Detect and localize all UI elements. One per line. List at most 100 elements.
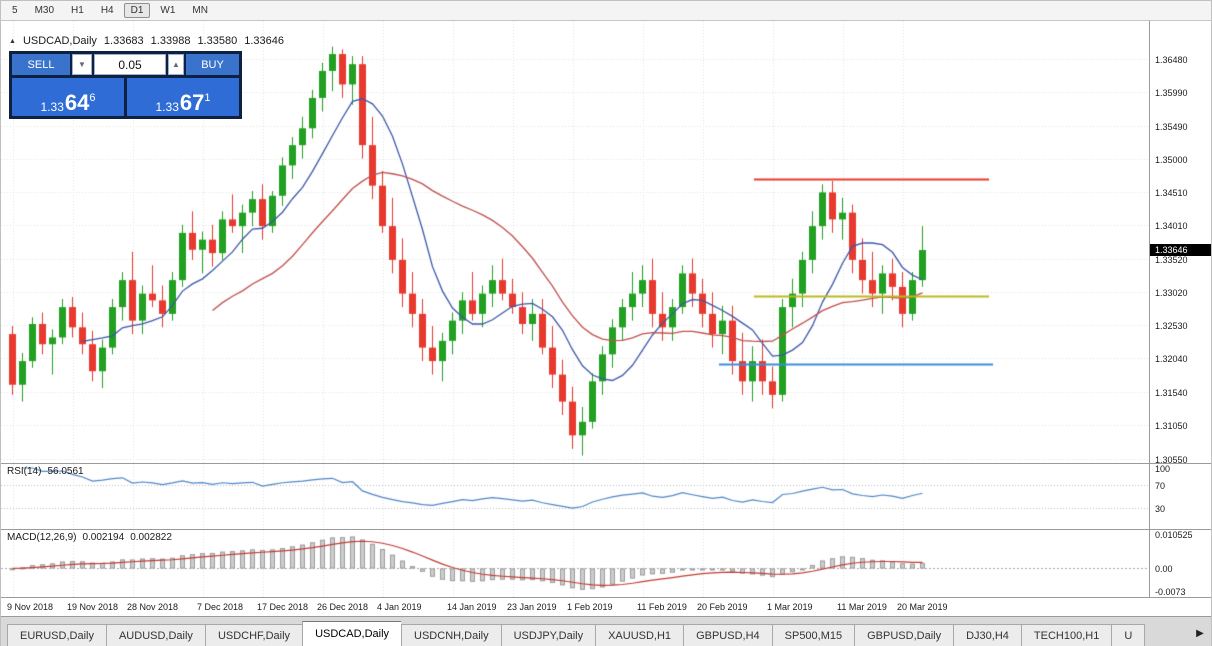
tab-usdcad-daily[interactable]: USDCAD,Daily	[302, 621, 402, 646]
macd-panel: MACD(12,26,9) 0.002194 0.002822 0.010525…	[1, 530, 1211, 598]
date-axis: 9 Nov 2018 19 Nov 2018 28 Nov 2018 7 Dec 20…	[1, 598, 1211, 617]
symbol-tabs: EURUSD,Daily AUDUSD,Daily USDCHF,Daily USDC…	[1, 617, 1189, 646]
price-axis-label: 1.31050	[1155, 421, 1188, 432]
ask-figure: 1.33	[155, 100, 179, 114]
volume-dropdown-button[interactable]: ▼	[72, 54, 92, 75]
one-click-trade-panel: SELL ▼ 0.05 ▲ BUY 1.33 64 6 1.33 67 1	[9, 51, 242, 119]
price-axis-label: 1.33520	[1155, 254, 1188, 265]
date-axis-label: 26 Dec 2018	[317, 602, 369, 612]
ask-pips: 67	[179, 90, 205, 116]
macd-axis-label: 0.010525	[1155, 530, 1193, 540]
date-axis-label: 17 Dec 2018	[257, 602, 309, 612]
ohlc-open: 1.33683	[103, 35, 144, 47]
rsi-axis-label: 100	[1155, 464, 1171, 474]
bid-figure: 1.33	[40, 100, 64, 114]
date-axis-label: 11 Feb 2019	[637, 602, 687, 612]
bid-pips: 64	[64, 90, 90, 116]
tab-audusd-daily[interactable]: AUDUSD,Daily	[105, 624, 205, 646]
volume-increase-button[interactable]: ▲	[168, 54, 184, 75]
bid-price-button[interactable]: 1.33 64 6	[12, 78, 124, 116]
main-chart-region: ▲ USDCAD,Daily 1.33683 1.33988 1.33580 1…	[1, 21, 1211, 465]
price-axis-label: 1.35000	[1155, 154, 1188, 165]
price-axis-label: 1.31540	[1155, 388, 1188, 399]
rsi-axis-label: 70	[1155, 481, 1166, 492]
tab-dj30-h4[interactable]: DJ30,H4	[953, 624, 1021, 646]
date-axis-label: 28 Nov 2018	[127, 602, 179, 612]
buy-button[interactable]: BUY	[186, 54, 239, 75]
date-axis-label: 14 Jan 2019	[447, 602, 497, 612]
date-axis-label: 23 Jan 2019	[507, 602, 557, 612]
current-price-tag: 1.33646	[1150, 244, 1211, 257]
tab-tech100-h1[interactable]: TECH100,H1	[1020, 624, 1112, 646]
rsi-value: 56.0561	[47, 466, 84, 477]
tab-usdcnh-daily[interactable]: USDCNH,Daily	[401, 624, 501, 646]
timeframe-button-5[interactable]: 5	[12, 5, 18, 16]
macd-name: MACD(12,26,9)	[7, 532, 77, 543]
price-axis-label: 1.30550	[1155, 454, 1188, 465]
arrow-right-icon: ▶	[1196, 627, 1204, 639]
date-axis-label: 11 Mar 2019	[837, 602, 887, 612]
tab-u[interactable]: U	[1111, 624, 1146, 646]
timeframe-button-mn[interactable]: MN	[192, 5, 208, 16]
date-axis-label: 20 Feb 2019	[697, 602, 748, 612]
tab-sp500-m15[interactable]: SP500,M15	[771, 624, 855, 646]
timeframe-button-h4[interactable]: H4	[100, 5, 114, 16]
macd-axis-label: 0.00	[1155, 564, 1173, 575]
price-axis-label: 1.36480	[1155, 54, 1188, 65]
ohlc-high: 1.33988	[150, 35, 191, 47]
rsi-name: RSI(14)	[7, 466, 42, 477]
rsi-label: RSI(14) 56.0561	[7, 466, 84, 477]
macd-label: MACD(12,26,9) 0.002194 0.002822	[7, 532, 172, 543]
price-axis-label: 1.35990	[1155, 87, 1188, 98]
macd-value-main: 0.002194	[82, 532, 125, 543]
rsi-panel: RSI(14) 56.0561 100 70 30	[1, 464, 1211, 530]
timeframe-button-h1[interactable]: H1	[71, 5, 84, 16]
macd-axis: 0.010525 0.00 -0.0073	[1149, 530, 1211, 597]
symbol-tab-bar: EURUSD,Daily AUDUSD,Daily USDCHF,Daily USDC…	[1, 617, 1211, 646]
macd-axis-label: -0.0073	[1155, 587, 1186, 597]
macd-value-signal: 0.002822	[130, 532, 172, 543]
tab-xauusd-h1[interactable]: XAUUSD,H1	[595, 624, 684, 646]
bid-point: 6	[89, 92, 96, 104]
date-axis-label: 20 Mar 2019	[897, 602, 948, 612]
ask-point: 1	[204, 92, 211, 104]
macd-canvas[interactable]	[1, 530, 1151, 597]
price-axis-label: 1.33020	[1155, 288, 1188, 299]
ask-price-button[interactable]: 1.33 67 1	[127, 78, 239, 116]
rsi-axis: 100 70 30	[1149, 464, 1211, 529]
price-axis-label: 1.32530	[1155, 321, 1188, 332]
timeframe-button-d1[interactable]: D1	[123, 3, 151, 18]
chart-symbol-label: USDCAD,Daily	[22, 35, 97, 47]
ohlc-low: 1.33580	[197, 35, 238, 47]
date-axis-label: 7 Dec 2018	[197, 602, 244, 612]
date-axis-label: 1 Mar 2019	[767, 602, 813, 612]
sell-button[interactable]: SELL	[12, 54, 70, 75]
price-axis-label: 1.34010	[1155, 221, 1188, 232]
price-axis-label: 1.32040	[1155, 354, 1188, 365]
chevron-down-icon: ▼	[78, 60, 86, 69]
timeframe-button-w1[interactable]: W1	[160, 5, 176, 16]
date-axis-label: 9 Nov 2018	[7, 602, 54, 612]
collapse-arrow-icon[interactable]: ▲	[9, 37, 16, 45]
chart-title: ▲ USDCAD,Daily 1.33683 1.33988 1.33580 1…	[9, 35, 284, 47]
price-axis-label: 1.34510	[1155, 187, 1188, 198]
tab-usdjpy-daily[interactable]: USDJPY,Daily	[500, 624, 596, 646]
tab-gbpusd-h4[interactable]: GBPUSD,H4	[683, 624, 772, 646]
rsi-canvas[interactable]	[1, 464, 1151, 529]
price-axis-label: 1.35490	[1155, 121, 1188, 132]
tab-gbpusd-daily[interactable]: GBPUSD,Daily	[854, 624, 954, 646]
price-axis: 1.33646 1.36480 1.35990 1.35490 1.35000 1.34…	[1149, 21, 1211, 465]
rsi-axis-label: 30	[1155, 503, 1166, 514]
tab-eurusd-daily[interactable]: EURUSD,Daily	[7, 624, 106, 646]
tab-scroll-right-button[interactable]: ▶	[1191, 624, 1209, 642]
ohlc-close: 1.33646	[244, 35, 284, 47]
date-axis-label: 4 Jan 2019	[377, 602, 422, 612]
date-axis-label: 1 Feb 2019	[567, 602, 613, 612]
timeframe-button-m30[interactable]: M30	[34, 5, 55, 16]
tab-usdchf-daily[interactable]: USDCHF,Daily	[204, 624, 303, 646]
chevron-up-icon: ▲	[172, 60, 180, 69]
date-axis-label: 19 Nov 2018	[67, 602, 119, 612]
volume-input[interactable]: 0.05	[94, 54, 166, 75]
timeframe-toolbar: 5 M30 H1 H4 D1 W1 MN	[1, 1, 1211, 21]
